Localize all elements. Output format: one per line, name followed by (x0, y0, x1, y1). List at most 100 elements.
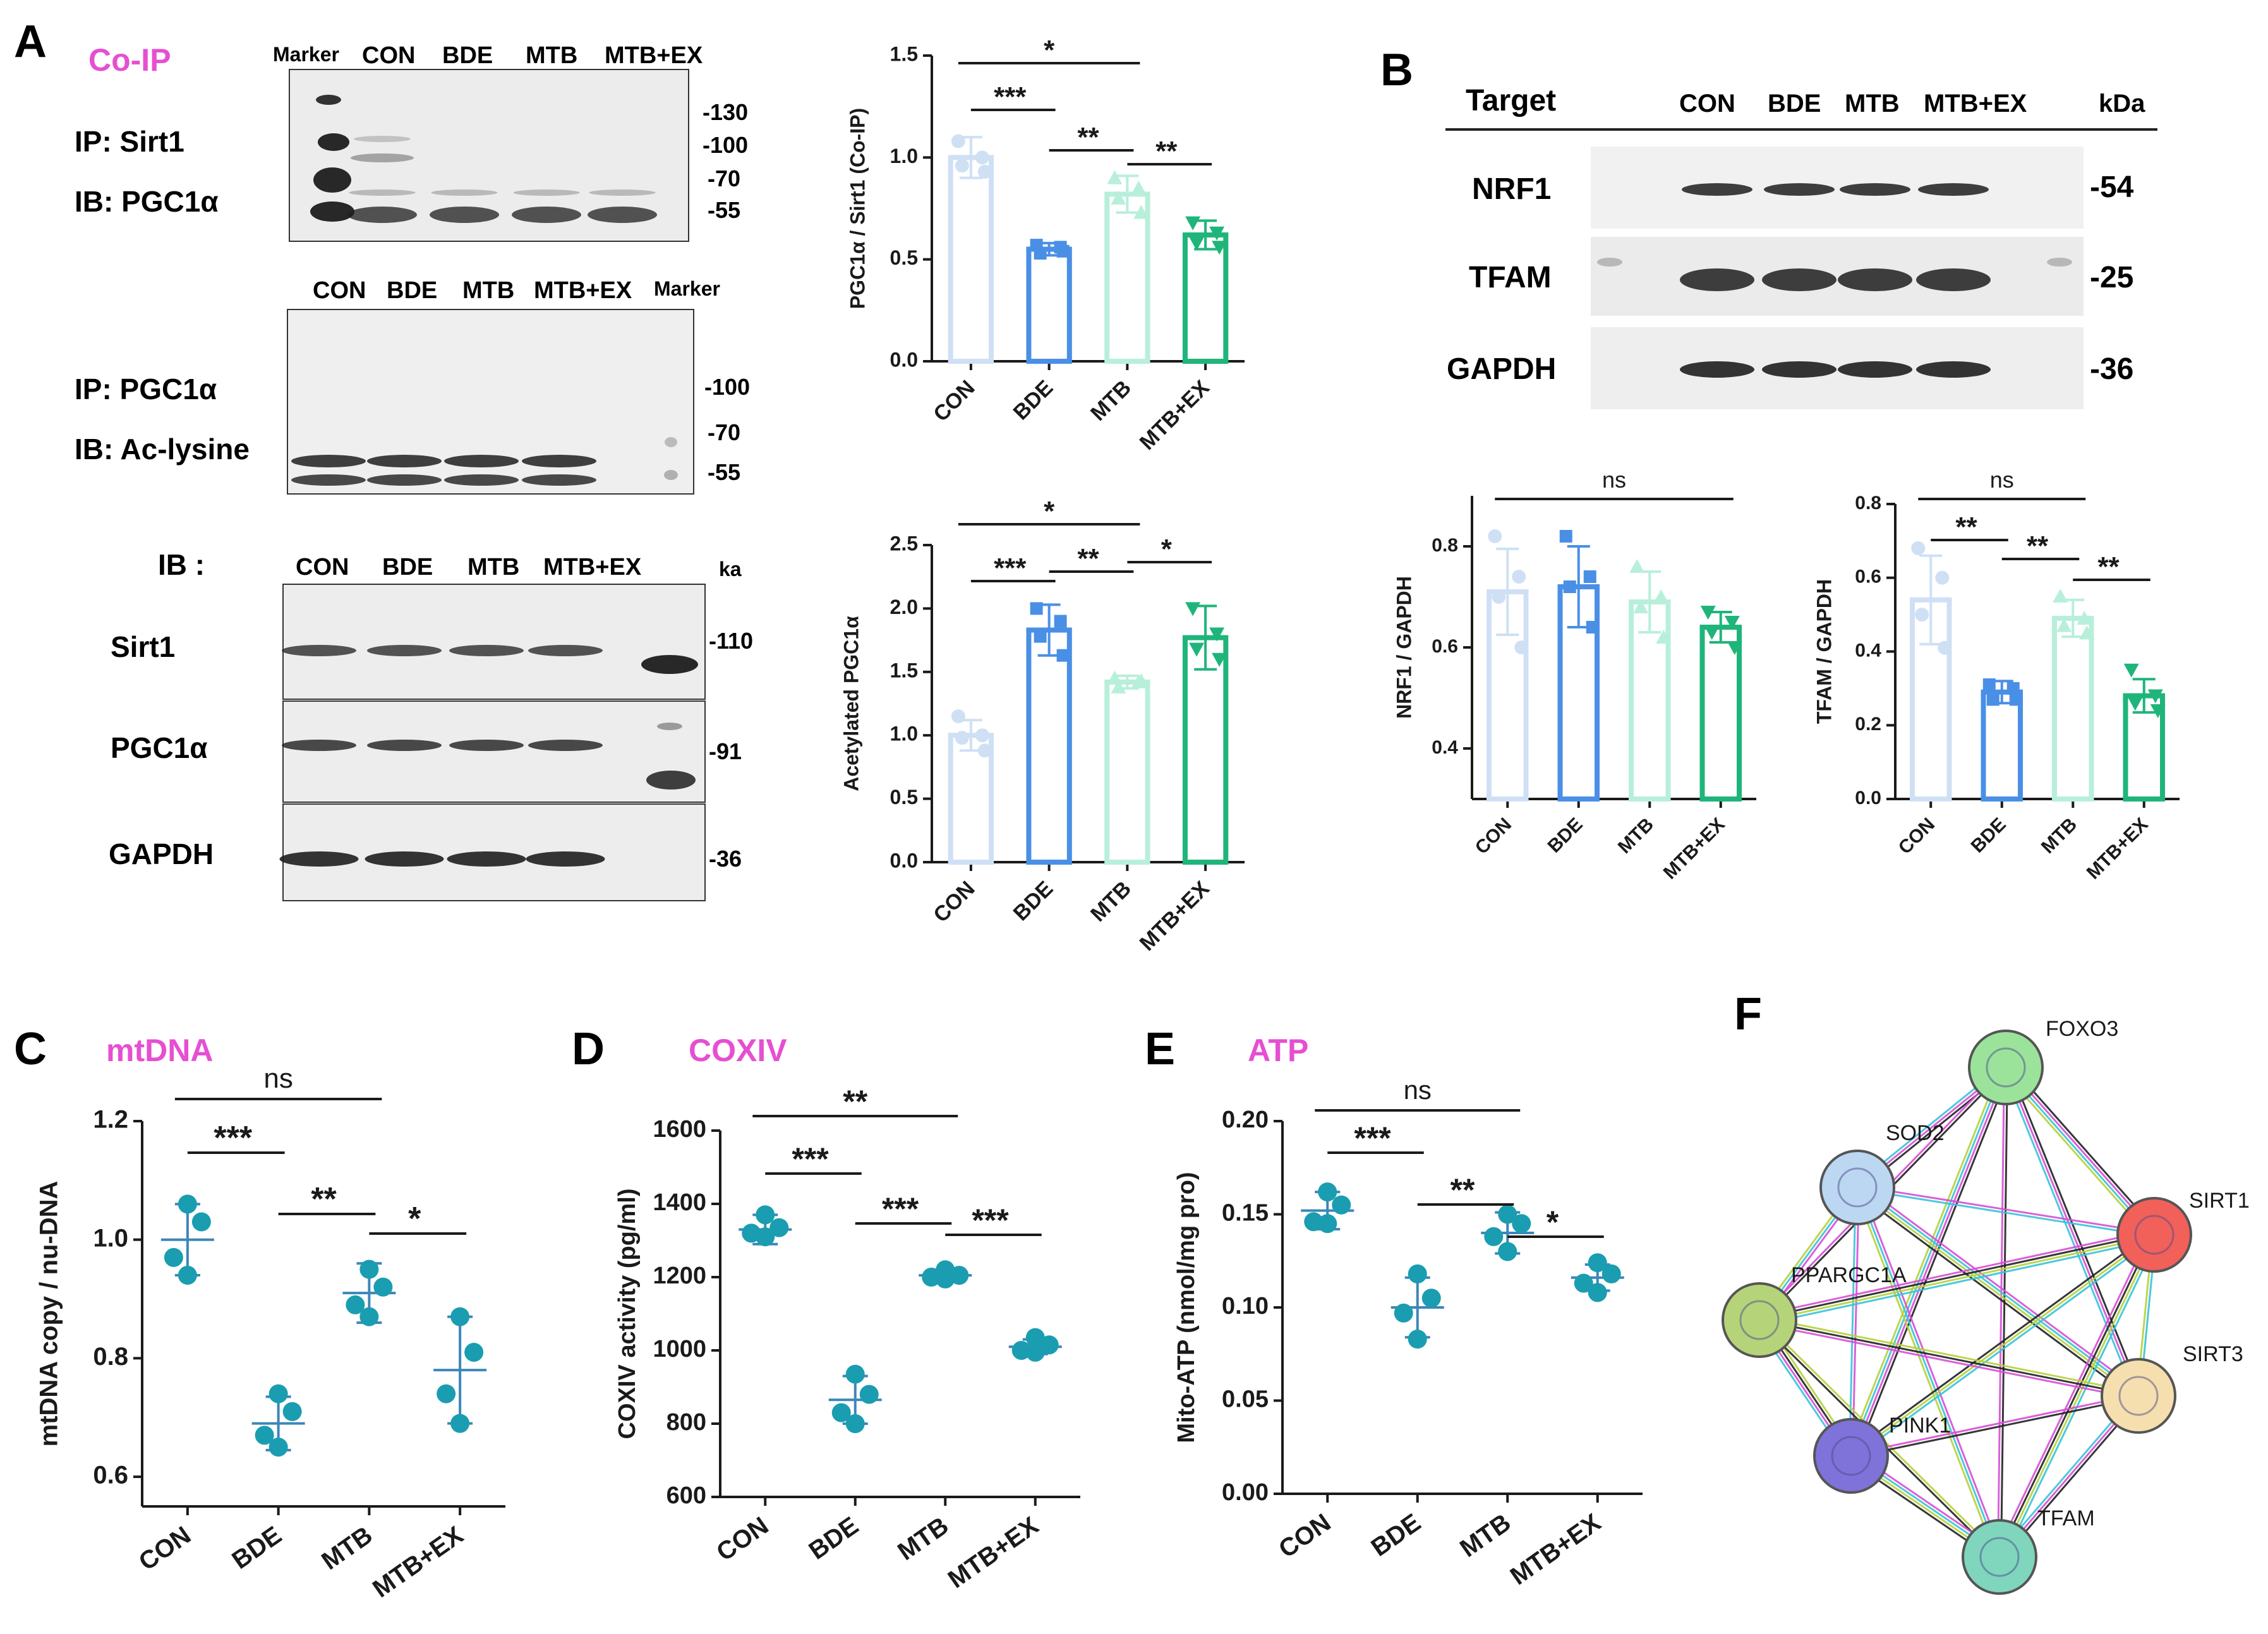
data-point (831, 1403, 851, 1422)
x-tick-label: CON (929, 877, 979, 927)
blot1-band (512, 207, 581, 223)
blot3-row-pgc1a: PGC1α (111, 731, 208, 764)
blot3-gapdh-band (447, 851, 526, 867)
x-tick-label: BDE (1009, 376, 1058, 425)
data-point (859, 1385, 879, 1404)
y-tick-label: 800 (667, 1409, 706, 1436)
blot-b-lane-mtb: MTB (1845, 90, 1900, 117)
blot-b-lane-bde: BDE (1768, 90, 1821, 117)
significance-label: * (1044, 496, 1055, 527)
blot-b-row-nrf1: NRF1 (1472, 172, 1551, 206)
data-point (1189, 642, 1205, 657)
y-tick-label: 0.4 (1432, 737, 1458, 758)
network-edge (1759, 1235, 2155, 1323)
blot3-gapdh-band (526, 851, 605, 867)
data-point (1586, 621, 1599, 634)
data-point (951, 134, 965, 148)
data-point (1982, 678, 1996, 692)
significance-label: *** (792, 1141, 829, 1177)
blot3-lane-bde: BDE (382, 554, 433, 580)
y-axis-label: NRF1 / GAPDH (1392, 576, 1415, 719)
data-point (1724, 616, 1740, 630)
blot-b-gapdh-band (1762, 361, 1837, 378)
blot2-lane-mtb: MTB (462, 277, 514, 304)
network-node (2116, 1197, 2192, 1273)
blot-b-nrf1-band (1682, 183, 1752, 196)
x-tick-label: MTB (2037, 814, 2081, 858)
x-tick-label: BDE (1967, 814, 2010, 857)
blot-b-row-tfam: TFAM (1469, 261, 1552, 294)
data-point (1034, 630, 1047, 643)
y-tick-label: 0.8 (1432, 535, 1458, 556)
data-point (1512, 1214, 1531, 1234)
network-edge (2005, 1067, 2140, 1397)
network-node (1722, 1282, 1797, 1358)
network-edge (2000, 1067, 2008, 1558)
data-point (464, 1343, 484, 1362)
data-point (359, 1259, 379, 1279)
panel-b: B Target CON BDE MTB MTB+EX kDa NRF1 TFA… (1380, 45, 2157, 409)
blot-b-row-gapdh: GAPDH (1447, 352, 1556, 386)
data-point (1633, 599, 1649, 613)
network-edge (1850, 1234, 2155, 1457)
data-point (2079, 625, 2095, 640)
network-edge (1857, 1187, 2154, 1237)
y-tick-label: 0.0 (890, 348, 918, 371)
data-point (769, 1218, 789, 1237)
y-tick-label: 0.05 (1222, 1386, 1269, 1413)
blot1-marker-band (316, 95, 341, 105)
data-point (977, 743, 992, 758)
y-tick-label: 1600 (653, 1116, 706, 1143)
significance-label: *** (994, 81, 1027, 112)
blot-b-tfam-band (1838, 268, 1912, 291)
network-edge (1759, 1232, 2154, 1320)
y-tick-label: 0.00 (1222, 1479, 1269, 1506)
blot3-marker-91: -91 (709, 738, 742, 764)
blot3-ib-header: IB : (158, 548, 205, 581)
protein-structure-icon (2118, 1376, 2159, 1416)
blot-b-gapdh-band (1916, 361, 1991, 378)
blot3-lane-mtb: MTB (467, 554, 519, 580)
network-edge (1853, 1188, 1998, 1559)
data-point (1512, 570, 1526, 584)
network-edge (1851, 1067, 2008, 1457)
x-tick-label: BDE (1009, 877, 1058, 926)
y-tick-label: 0.4 (1855, 640, 1881, 661)
blot-b-marker-25: -25 (2090, 261, 2133, 294)
panel-a: A Co-IP Marker CON BDE MTB MTB+EX IP: Si… (14, 16, 753, 901)
x-tick-label: MTB+EX (1135, 877, 1214, 956)
x-tick-label: BDE (804, 1511, 863, 1565)
blot1-marker-55: -55 (708, 197, 740, 223)
network-node (2101, 1358, 2176, 1434)
blot-b-tfam-band (1916, 268, 1991, 291)
data-point (1656, 630, 1672, 644)
network-nodes: FOXO3 SOD2 SIRT1 PPARGC1A SIRT3 PINK1 TFAM (1722, 1017, 2250, 1595)
network-node-label: SOD2 (1886, 1121, 1945, 1145)
data-point (2077, 610, 2092, 625)
network-edge (1857, 1185, 2155, 1235)
panel-c-d-e-labels: C mtDNA D COXIV E ATP (14, 1024, 1308, 1074)
blot2-marker-55: -55 (708, 459, 740, 485)
blot1-lane-con: CON (362, 42, 415, 69)
data-point (1111, 190, 1126, 205)
data-point (975, 728, 989, 743)
y-tick-label: 0.15 (1222, 1200, 1269, 1227)
data-point (1498, 1242, 1517, 1261)
data-point (1653, 589, 1669, 603)
data-point (1938, 640, 1952, 655)
blot2-band (522, 455, 596, 467)
blot-b-gapdh-band (1838, 361, 1912, 378)
data-point (1131, 180, 1147, 195)
y-tick-label: 1200 (653, 1263, 706, 1289)
network-edge (1759, 1316, 2140, 1394)
network-edge (2000, 1235, 2157, 1558)
data-point (936, 1269, 955, 1289)
y-tick-label: 1400 (653, 1189, 706, 1216)
data-point (2053, 588, 2068, 603)
network-edge (1849, 1231, 2153, 1455)
blot1-band (347, 207, 417, 223)
mtdna-title: mtDNA (106, 1033, 213, 1068)
blot3-sirt1-band (367, 645, 442, 656)
bar (1104, 191, 1150, 364)
